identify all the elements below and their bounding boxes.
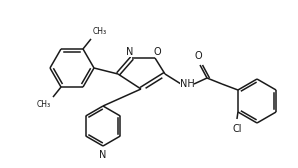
Text: O: O — [153, 47, 161, 57]
Text: NH: NH — [180, 79, 194, 89]
Text: O: O — [194, 51, 202, 61]
Text: N: N — [126, 47, 134, 57]
Text: CH₃: CH₃ — [93, 27, 107, 36]
Text: Cl: Cl — [232, 124, 242, 134]
Text: CH₃: CH₃ — [37, 100, 51, 109]
Text: N: N — [99, 150, 107, 160]
